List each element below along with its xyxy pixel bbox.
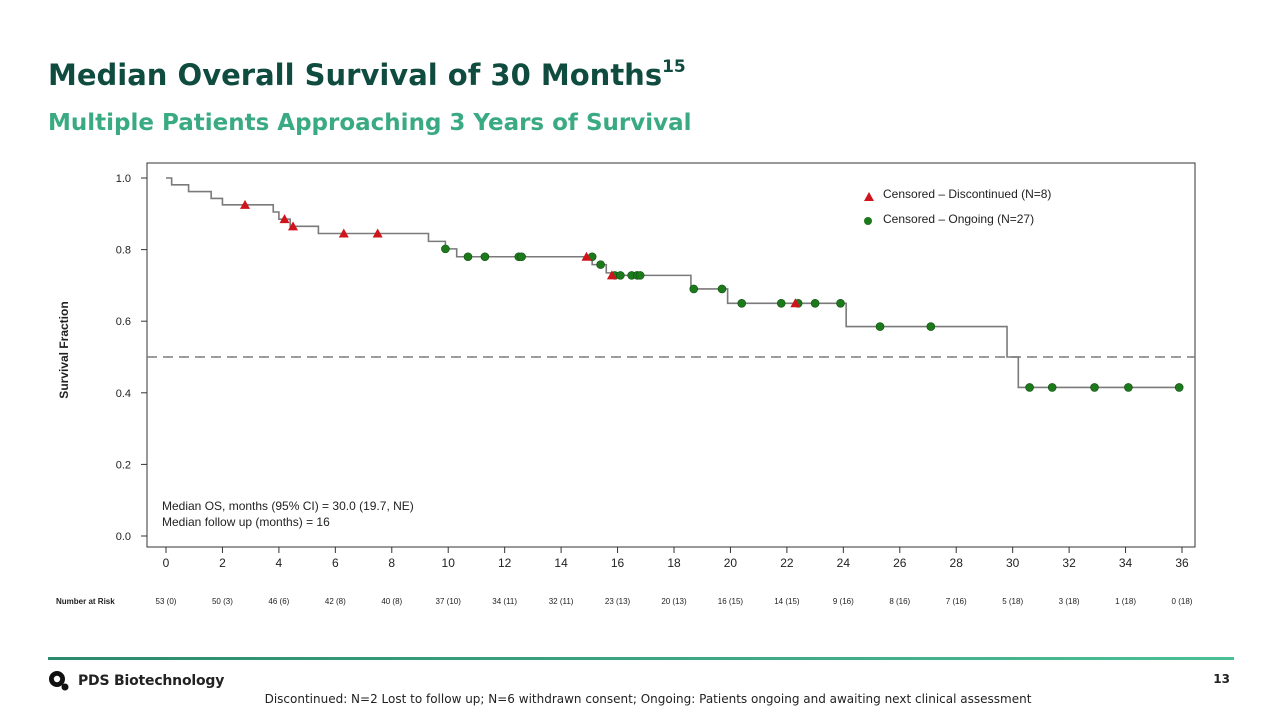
survival-curve: [166, 177, 1182, 389]
page-number: 13: [1213, 672, 1230, 686]
title-superscript: 15: [662, 57, 686, 78]
risk-table-value: 23 (13): [605, 597, 631, 606]
risk-table-value: 14 (15): [774, 597, 800, 606]
censored-ongoing-marker: [836, 298, 845, 308]
risk-table-value: 42 (8): [325, 597, 346, 606]
x-tick-label: 8: [388, 556, 395, 570]
censored-ongoing-marker: [463, 252, 473, 262]
censored-ongoing-marker: [875, 322, 885, 331]
risk-table-value: 34 (11): [492, 597, 517, 606]
x-tick-label: 10: [442, 556, 456, 570]
censored-ongoing-marker: [616, 271, 625, 280]
x-tick-label: 32: [1062, 556, 1076, 570]
x-tick-label: 4: [276, 556, 283, 570]
legend-circle-marker: [864, 217, 872, 225]
risk-table-value: 1 (18): [1115, 597, 1136, 606]
logo-text: PDS Biotechnology: [78, 673, 225, 689]
median-annotation: Median OS, months (95% CI) = 30.0 (19.7,…: [162, 499, 414, 513]
x-tick-label: 20: [724, 556, 738, 570]
censored-ongoing-marker: [480, 252, 490, 262]
slide-title-text: Median Overall Survival of 30 Months: [48, 58, 663, 92]
censored-discontinued-marker: [240, 199, 251, 209]
censored-discontinued-marker: [338, 228, 349, 238]
risk-table-value: 7 (16): [946, 597, 967, 606]
censored-ongoing-marker: [517, 252, 526, 262]
risk-table-value: 50 (3): [212, 597, 233, 606]
y-tick-label: 0.2: [116, 459, 131, 471]
risk-table-value: 53 (0): [156, 597, 177, 606]
risk-table-value: 0 (18): [1172, 597, 1193, 606]
censored-ongoing-marker: [689, 284, 699, 294]
censored-discontinued-marker: [372, 228, 383, 238]
x-tick-label: 30: [1006, 556, 1020, 570]
plot-frame: [146, 162, 1196, 548]
x-tick-label: 12: [498, 556, 512, 570]
risk-table-value: 20 (13): [661, 597, 687, 606]
x-tick-label: 16: [611, 556, 625, 570]
censored-ongoing-marker: [1047, 383, 1057, 392]
censored-discontinued-marker: [279, 214, 290, 224]
risk-table-value: 16 (15): [718, 597, 744, 606]
censored-discontinued-marker: [606, 270, 617, 280]
y-tick-label: 0.8: [116, 245, 131, 257]
median-annotation: Median follow up (months) = 16: [162, 515, 330, 529]
censored-ongoing-marker: [1124, 383, 1133, 392]
censored-discontinued-marker: [790, 298, 801, 308]
km-survival-chart: 0.00.20.40.60.81.00 2 4 6 8 10 12 14 16 18 20 22 24 2…: [56, 162, 1196, 606]
censored-ongoing-marker: [635, 271, 645, 280]
risk-table-value: 8 (16): [889, 597, 910, 606]
x-tick-label: 22: [780, 556, 794, 570]
risk-table-value: 5 (18): [1002, 597, 1023, 606]
risk-table-value: 9 (16): [833, 597, 854, 606]
risk-table-value: 40 (8): [381, 597, 402, 606]
x-tick-label: 36: [1175, 556, 1189, 570]
footer-divider: [48, 657, 1234, 660]
censored-ongoing-marker: [717, 284, 727, 294]
slide-subtitle: Multiple Patients Approaching 3 Years of…: [48, 110, 692, 136]
risk-table-value: 46 (6): [268, 597, 289, 606]
risk-table-value: 37 (10): [436, 597, 462, 606]
x-tick-label: 0: [163, 556, 170, 570]
footnote: Discontinued: N=2 Lost to follow up; N=6…: [264, 692, 1032, 706]
censored-ongoing-marker: [1174, 383, 1184, 392]
x-tick-label: 34: [1119, 556, 1133, 570]
y-tick-label: 0.0: [116, 531, 131, 543]
legend-label-ongoing: Censored – Ongoing (N=27): [883, 212, 1034, 226]
x-tick-label: 24: [837, 556, 851, 570]
x-tick-label: 26: [893, 556, 907, 570]
censored-ongoing-marker: [776, 298, 786, 308]
x-tick-label: 2: [219, 556, 226, 570]
censored-discontinued-marker: [288, 221, 298, 231]
legend-triangle-marker: [864, 192, 874, 201]
censored-ongoing-marker: [1025, 383, 1034, 392]
censored-ongoing-marker: [441, 244, 450, 254]
risk-table-value: 32 (11): [549, 597, 574, 606]
slide-title: Median Overall Survival of 30 Months15: [48, 57, 686, 92]
x-tick-label: 28: [950, 556, 964, 570]
y-tick-label: 1.0: [116, 173, 131, 185]
y-tick-label: 0.6: [116, 316, 131, 328]
pds-logo-icon: [49, 671, 69, 691]
x-tick-label: 6: [332, 556, 339, 570]
censored-ongoing-marker: [810, 298, 820, 308]
y-tick-label: 0.4: [116, 388, 131, 400]
y-axis-label: Survival Fraction: [57, 301, 71, 398]
legend-label-discontinued: Censored – Discontinued (N=8): [883, 187, 1051, 201]
censored-ongoing-marker: [596, 260, 605, 269]
censored-discontinued-marker: [581, 251, 592, 261]
x-tick-label: 14: [554, 556, 568, 570]
censored-ongoing-marker: [737, 298, 747, 308]
censored-ongoing-marker: [1090, 383, 1099, 392]
x-tick-label: 18: [667, 556, 681, 570]
censored-ongoing-marker: [926, 322, 936, 331]
company-logo: PDS Biotechnology: [48, 670, 224, 692]
risk-table-label: Number at Risk: [56, 597, 115, 606]
risk-table-value: 3 (18): [1059, 597, 1080, 606]
